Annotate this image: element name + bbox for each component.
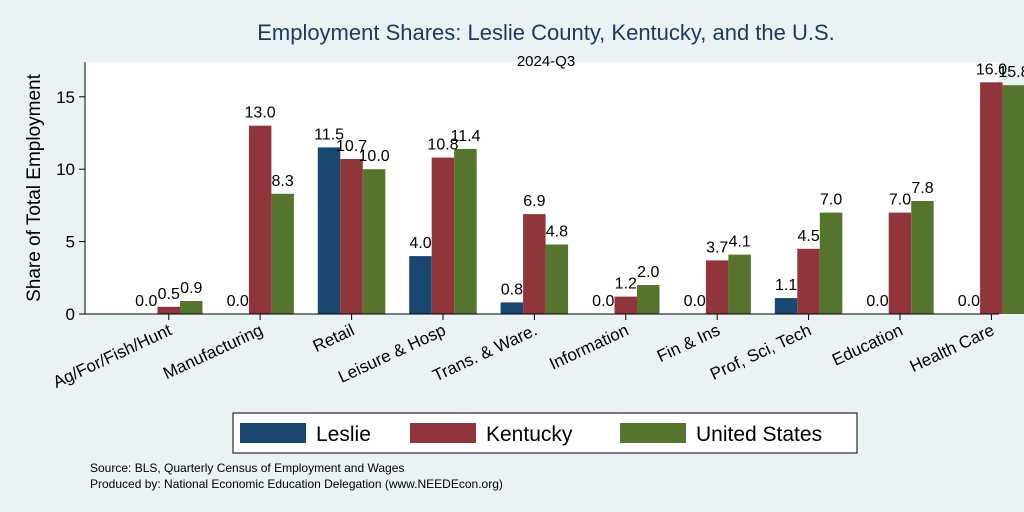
bar-2-3 — [454, 148, 477, 314]
legend-swatch-0 — [240, 423, 306, 443]
bar-2-7 — [819, 212, 843, 314]
legend-label-0: Leslie — [316, 423, 371, 446]
legend-box — [232, 412, 858, 454]
bar-1-2 — [340, 159, 363, 314]
value-label-2-6: 4.1 — [729, 234, 751, 251]
bar-2-0 — [180, 301, 203, 314]
value-label-2-9: 15.8 — [998, 64, 1024, 81]
x-tick-label-5: Information — [546, 320, 631, 373]
value-label-2-0: 0.9 — [180, 280, 202, 297]
y-tick-label-2: 10 — [56, 160, 75, 179]
value-label-2-2: 10.0 — [359, 148, 390, 165]
legend-swatch-2 — [620, 423, 686, 443]
value-label-0-7: 1.1 — [775, 277, 797, 294]
bar-1-0 — [157, 306, 180, 314]
x-tick-label-4: Trans. & Ware. — [430, 320, 540, 385]
bar-0-4 — [500, 302, 524, 314]
chart-title: Employment Shares: Leslie County, Kentuc… — [257, 20, 835, 45]
value-label-0-4: 0.8 — [501, 281, 523, 298]
x-tick-label-1: Manufacturing — [160, 320, 266, 383]
value-label-1-3: 10.8 — [427, 137, 458, 154]
value-label-0-3: 4.0 — [409, 235, 431, 252]
value-label-2-5: 2.0 — [637, 264, 659, 281]
value-label-1-9: 16.0 — [976, 61, 1007, 78]
value-label-1-1: 13.0 — [245, 105, 276, 122]
value-label-1-0: 0.5 — [158, 286, 180, 303]
x-tick-label-8: Education — [829, 320, 906, 369]
y-ticks-layer: 0 5 10 15 — [56, 88, 85, 324]
y-axis-label: Share of Total Employment — [24, 73, 45, 301]
value-label-1-5: 1.2 — [615, 276, 637, 293]
bar-1-8 — [888, 212, 912, 314]
value-label-2-3: 11.4 — [451, 128, 481, 145]
axes-layer — [84, 62, 999, 315]
x-tick-label-0: Ag/For/Fish/Hunt — [50, 320, 175, 392]
bar-0-2 — [317, 147, 341, 314]
legend-label-2: United States — [696, 423, 822, 446]
bar-1-4 — [523, 214, 546, 314]
bar-1-5 — [614, 296, 637, 314]
bar-0-7 — [774, 298, 798, 314]
value-label-2-4: 4.8 — [546, 224, 568, 241]
y-tick-label-0: 0 — [66, 305, 75, 324]
value-label-1-4: 6.9 — [523, 193, 545, 210]
legend-label-1: Kentucky — [486, 423, 573, 446]
bar-2-5 — [637, 285, 660, 314]
x-tick-label-2: Retail — [310, 320, 357, 356]
bar-1-9 — [980, 82, 1003, 314]
bar-2-1 — [271, 193, 294, 314]
value-label-2-1: 8.3 — [271, 173, 293, 190]
value-label-0-5: 0.0 — [592, 293, 614, 310]
value-label-2-8: 7.8 — [911, 180, 933, 197]
bar-1-7 — [797, 248, 820, 314]
value-label-2-7: 7.0 — [820, 192, 842, 209]
produced-by-note: Produced by: National Economic Education… — [90, 477, 503, 491]
value-label-1-6: 3.7 — [706, 239, 728, 256]
value-label-0-0: 0.0 — [135, 293, 157, 310]
x-tick-label-9: Health Care — [907, 320, 997, 376]
bar-0-3 — [409, 256, 432, 314]
x-tick-label-7: Prof, Sci, Tech — [707, 320, 814, 383]
value-label-1-8: 7.0 — [889, 192, 911, 209]
value-label-0-9: 0.0 — [958, 293, 980, 310]
legend-swatch-1 — [410, 423, 476, 443]
value-label-1-7: 4.5 — [797, 228, 819, 245]
x-tick-label-6: Fin & Ins — [654, 320, 723, 366]
bar-1-1 — [248, 125, 272, 314]
bar-2-6 — [728, 254, 751, 314]
bar-2-9 — [1002, 85, 1024, 314]
chart-subtitle: 2024-Q3 — [517, 53, 575, 70]
value-label-0-2: 11.5 — [314, 126, 344, 143]
bars-layer — [157, 82, 1024, 314]
bar-2-4 — [545, 244, 569, 314]
value-label-0-8: 0.0 — [866, 293, 888, 310]
value-label-0-6: 0.0 — [684, 293, 706, 310]
source-note: Source: BLS, Quarterly Census of Employm… — [90, 461, 404, 475]
value-label-0-1: 0.0 — [227, 293, 249, 310]
value-label-1-2: 10.7 — [336, 138, 367, 155]
y-tick-label-3: 15 — [56, 88, 75, 107]
value-labels-layer: 0.0 0.5 0.90.013.08.311.510.710.04.010.811… — [135, 61, 1024, 310]
legend: Leslie Kentucky United States — [232, 412, 858, 454]
bar-2-8 — [911, 201, 934, 314]
bar-1-6 — [705, 260, 729, 314]
y-tick-label-1: 5 — [66, 233, 75, 252]
bar-1-3 — [431, 157, 455, 314]
bar-2-2 — [362, 169, 386, 314]
